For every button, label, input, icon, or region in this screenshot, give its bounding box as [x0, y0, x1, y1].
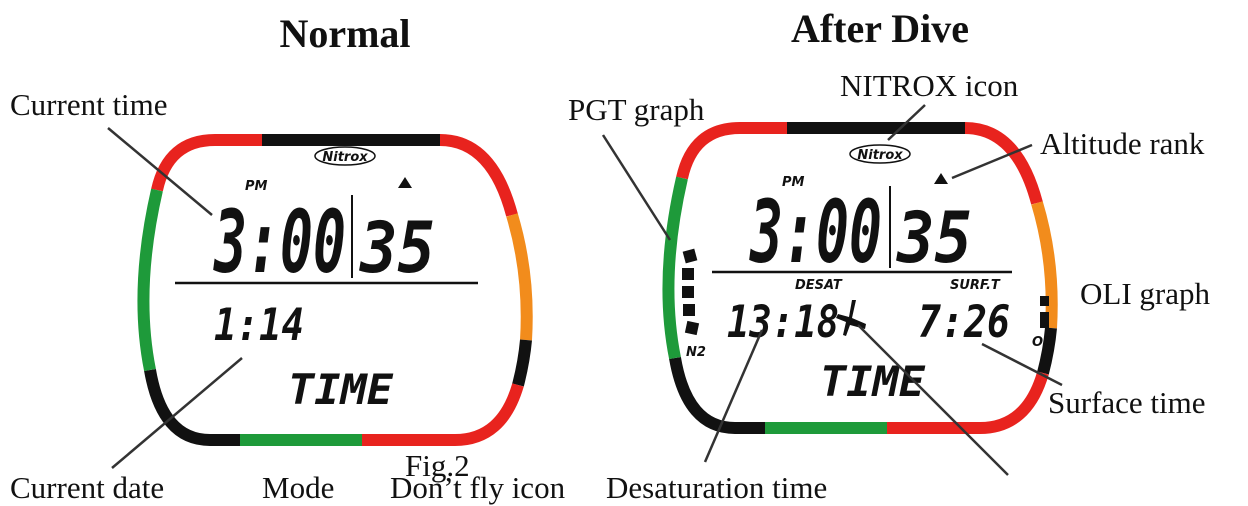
- desat-label: DESAT: [795, 278, 843, 293]
- mode: TIME: [288, 365, 394, 414]
- seconds: 35: [895, 197, 972, 279]
- current-time: 3:00: [749, 183, 882, 283]
- label-dont-fly: Don’t fly icon: [390, 470, 566, 505]
- device-normal: Nitrox PM 3:00 35 1:14 TIME: [143, 140, 527, 440]
- nitrox-icon: Nitrox: [857, 148, 903, 163]
- title-after-dive: After Dive: [791, 6, 969, 51]
- current-date: 1:14: [214, 300, 304, 351]
- desat-time: 13:18: [727, 297, 839, 348]
- nitrox-icon: Nitrox: [322, 150, 368, 165]
- label-surface-time: Surface time: [1048, 385, 1206, 420]
- pm: PM: [245, 179, 268, 194]
- label-oli-graph: OLI graph: [1080, 276, 1210, 311]
- label-nitrox-icon: NITROX icon: [840, 68, 1019, 103]
- label-current-time: Current time: [10, 87, 168, 122]
- surf-time: 7:26: [918, 297, 1010, 348]
- n2-label: N2: [686, 345, 706, 360]
- title-normal: Normal: [279, 11, 410, 56]
- label-pgt-graph: PGT graph: [568, 92, 705, 127]
- seconds: 35: [358, 207, 435, 289]
- figure-caption: Fig.2: [405, 448, 470, 483]
- pm: PM: [782, 175, 805, 190]
- device-after-dive: N2 O2 Nitrox PM 3:00 35 DESAT SURF.T 13:…: [668, 128, 1052, 428]
- o2-label: O2: [1032, 335, 1052, 350]
- leader-lines: [107, 104, 1063, 476]
- label-desaturation-time: Desaturation time: [606, 470, 827, 505]
- mode: TIME: [820, 357, 926, 406]
- label-mode: Mode: [262, 470, 334, 505]
- current-time: 3:00: [213, 193, 346, 293]
- surf-label: SURF.T: [950, 278, 1001, 293]
- label-current-date: Current date: [10, 470, 164, 505]
- label-altitude-rank: Altitude rank: [1040, 126, 1205, 161]
